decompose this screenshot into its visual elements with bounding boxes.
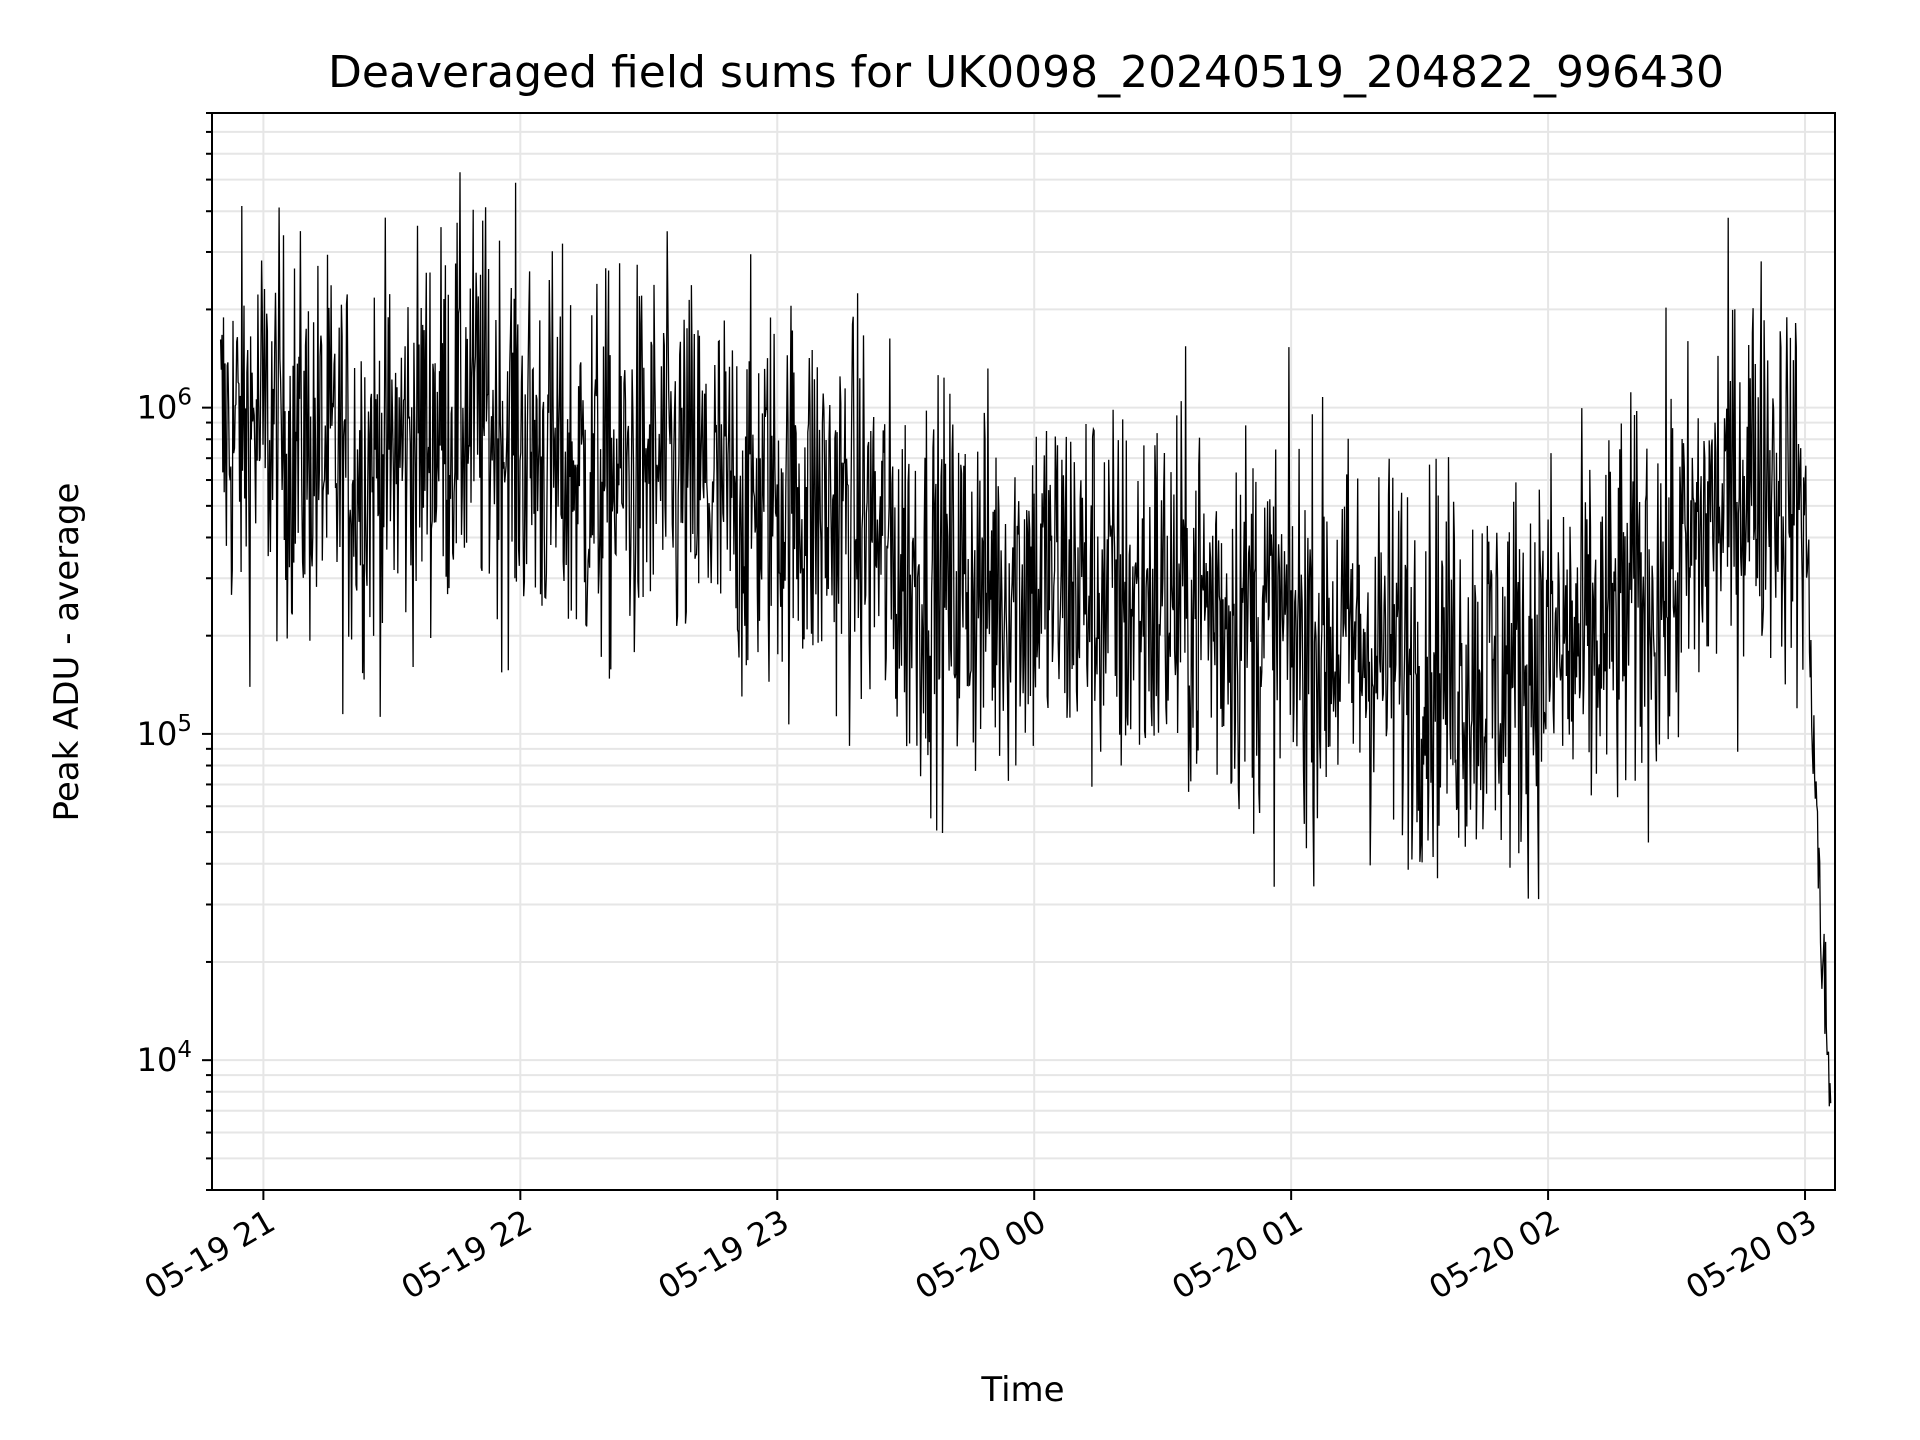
y-tick-label: 104 (137, 1037, 192, 1079)
x-axis-ticks: 05-19 21 05-19 22 05-19 23 05-20 00 05-20 01… (138, 1190, 1823, 1307)
y-axis-title: Peak ADU - average (47, 483, 87, 822)
y-tick-label: 105 (137, 711, 192, 753)
x-tick-label: 05-19 21 (138, 1202, 282, 1307)
y-axis-ticks: 104 105 106 (137, 112, 212, 1191)
x-tick-label: 05-20 01 (1166, 1202, 1310, 1307)
x-tick-label: 05-19 22 (395, 1202, 539, 1307)
x-axis-title: Time (980, 1370, 1064, 1410)
y-tick-label: 106 (137, 385, 192, 427)
chart-title: Deaveraged field sums for UK0098_2024051… (328, 47, 1724, 98)
grid-lines (212, 112, 1835, 1191)
x-tick-label: 05-19 23 (652, 1202, 796, 1307)
data-line-layer (219, 172, 1832, 1107)
x-tick-label: 05-20 03 (1679, 1202, 1823, 1307)
x-tick-label: 05-20 00 (909, 1202, 1053, 1307)
plot-frame (211, 112, 1836, 1191)
x-tick-label: 05-20 02 (1422, 1202, 1566, 1307)
series-line (219, 172, 1832, 1107)
